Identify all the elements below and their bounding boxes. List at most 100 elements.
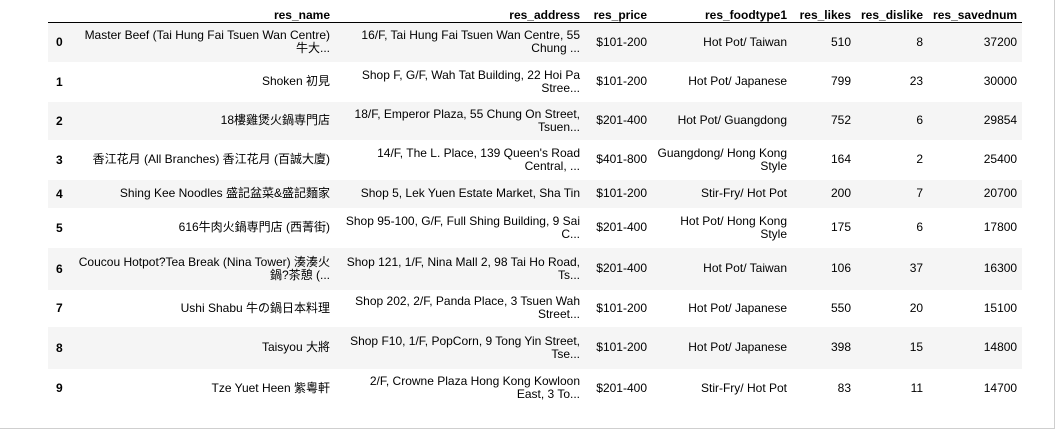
cell-res-price: $201-400 — [585, 208, 652, 248]
header-row: res_name res_address res_price res_foodtype… — [48, 0, 1023, 23]
cell-text: $201-400 — [596, 220, 647, 234]
cell-text: 37200 — [983, 34, 1018, 49]
table-header: res_name res_address res_price res_foodtype… — [48, 0, 1023, 23]
cell-text: Hot Pot/ Japanese — [688, 340, 787, 354]
cell-text: Guangdong/ Hong Kong Style — [657, 145, 787, 173]
cell-text: 23 — [909, 74, 924, 88]
cell-text: 18/F, Emperor Plaza, 55 Chung On Street,… — [354, 106, 580, 134]
cell-res-savednum: 15100 — [928, 290, 1022, 327]
cell-res-foodtype1: Guangdong/ Hong Kong Style — [652, 140, 792, 180]
cell-res-dislike: 6 — [856, 102, 928, 140]
cell-text: $101-200 — [596, 186, 647, 200]
cell-text: 14/F, The L. Place, 139 Queen's Road Cen… — [377, 145, 580, 173]
row-index: 0 — [56, 35, 63, 50]
cell-res-price: $101-200 — [585, 23, 652, 62]
cell-res-foodtype1: Hot Pot/ Taiwan — [652, 23, 792, 62]
column-header-res-foodtype1: res_foodtype1 — [652, 0, 792, 23]
cell-res-price: $101-200 — [585, 62, 652, 102]
cell-text: Stir-Fry/ Hot Pot — [700, 186, 787, 200]
row-index: 9 — [56, 381, 63, 395]
cell-res-address: Shop 5, Lek Yuen Estate Market, Sha Tin — [335, 180, 585, 208]
cell-res-dislike: 8 — [856, 23, 928, 62]
column-header-res-likes: res_likes — [792, 0, 856, 23]
column-header-res-address: res_address — [335, 0, 585, 23]
column-header-res-savednum: res_savednum — [928, 0, 1023, 23]
cell-res-foodtype1: Hot Pot/ Japanese — [652, 62, 792, 102]
cell-text: $201-400 — [596, 113, 647, 127]
cell-res-dislike: 7 — [856, 180, 928, 208]
cell-text: Hot Pot/ Hong Kong Style — [680, 213, 787, 241]
cell-res-savednum: 14800 — [928, 327, 1022, 369]
cell-res-likes: 106 — [792, 248, 856, 290]
cell-text: 550 — [830, 300, 851, 315]
row-index: 1 — [56, 74, 63, 89]
table-row: 5 616牛肉火鍋専門店 (西菁街) Shop 95-100, G/F, Full … — [48, 207, 1023, 248]
cell-text: $101-200 — [596, 34, 647, 49]
cell-text: 11 — [910, 380, 924, 395]
cell-text: Shop 202, 2/F, Panda Place, 3 Tsuen Wah … — [355, 294, 580, 321]
cell-res-savednum: 16300 — [928, 248, 1022, 290]
cell-res-savednum: 14700 — [928, 369, 1022, 408]
row-index: 6 — [56, 261, 63, 276]
cell-res-likes: 550 — [792, 290, 856, 327]
column-header-res-dislike: res_dislike — [856, 0, 929, 23]
cell-text: Hot Pot/ Guangdong — [677, 113, 787, 127]
cell-res-dislike: 11 — [856, 369, 928, 408]
cell-res-name: Taisyou 大將 — [70, 327, 335, 369]
cell-text: Shop F10, 1/F, PopCorn, 9 Tong Yin Stree… — [350, 333, 580, 361]
cell-res-name: Tze Yuet Heen 紫粵軒 — [70, 369, 335, 408]
cell-res-foodtype1: Hot Pot/ Guangdong — [652, 102, 792, 140]
dataframe-table: res_name res_address res_price res_foodtype… — [48, 0, 1023, 408]
cell-res-price: $101-200 — [585, 180, 652, 208]
cell-text: 16300 — [983, 261, 1018, 275]
cell-res-foodtype1: Stir-Fry/ Hot Pot — [652, 369, 792, 408]
cell-text: 29854 — [983, 113, 1018, 127]
cell-res-foodtype1: Hot Pot/ Taiwan — [652, 248, 792, 290]
cell-res-foodtype1: Stir-Fry/ Hot Pot — [652, 180, 792, 208]
cell-res-address: Shop 121, 1/F, Nina Mall 2, 98 Tai Ho Ro… — [335, 248, 585, 290]
row-index: 2 — [56, 113, 63, 128]
cell-res-foodtype1: Hot Pot/ Hong Kong Style — [652, 208, 792, 248]
cell-text: Hot Pot/ Japanese — [688, 74, 787, 88]
cell-text: $401-800 — [596, 152, 647, 166]
cell-text: $201-400 — [596, 261, 647, 275]
cell-text: Shop F, G/F, Wah Tat Building, 22 Hoi Pa… — [361, 67, 580, 95]
cell-text: $101-200 — [596, 340, 647, 354]
table-row: 9 Tze Yuet Heen 紫粵軒 2/F, Crowne Plaza Hong… — [48, 368, 1023, 408]
cell-res-savednum: 20700 — [928, 180, 1022, 208]
cell-text: Shop 95-100, G/F, Full Shing Building, 9… — [345, 213, 580, 241]
cell-res-savednum: 30000 — [928, 62, 1022, 102]
cell-res-foodtype1: Hot Pot/ Japanese — [652, 327, 792, 369]
cell-res-address: Shop F10, 1/F, PopCorn, 9 Tong Yin Stree… — [335, 327, 585, 369]
cell-res-dislike: 6 — [856, 208, 928, 248]
cell-text: 398 — [830, 340, 851, 354]
cell-res-savednum: 29854 — [928, 102, 1022, 140]
cell-text: 37 — [909, 261, 924, 275]
cell-res-price: $201-400 — [585, 248, 652, 290]
cell-res-address: 18/F, Emperor Plaza, 55 Chung On Street,… — [335, 102, 585, 140]
cell-text: $201-400 — [596, 380, 647, 395]
cell-text: Hot Pot/ Taiwan — [703, 261, 787, 275]
cell-text: 752 — [830, 113, 851, 127]
cell-res-address: 14/F, The L. Place, 139 Queen's Road Cen… — [335, 140, 585, 180]
cell-text: Shop 121, 1/F, Nina Mall 2, 98 Tai Ho Ro… — [346, 254, 580, 282]
table-row: 0 Master Beef (Tai Hung Fai Tsuen Wan Cen… — [48, 22, 1023, 62]
cell-res-likes: 799 — [792, 62, 856, 102]
cell-text: Shop 5, Lek Yuen Estate Market, Sha Tin — [360, 186, 580, 200]
row-index: 4 — [56, 186, 63, 201]
cell-text: 14700 — [983, 380, 1018, 395]
cell-text: 164 — [830, 152, 851, 166]
cell-text: 200 — [830, 186, 851, 200]
cell-text: 18樓雞煲火鍋専門店 — [220, 113, 330, 127]
cell-text: 6 — [916, 220, 924, 234]
cell-res-name: 616牛肉火鍋専門店 (西菁街) — [70, 208, 335, 248]
cell-text: 6 — [916, 113, 924, 127]
cell-res-address: Shop F, G/F, Wah Tat Building, 22 Hoi Pa… — [335, 62, 585, 102]
cell-text: 14800 — [983, 340, 1018, 354]
cell-res-price: $401-800 — [585, 140, 652, 180]
row-index: 8 — [56, 340, 63, 355]
cell-text: 15 — [909, 340, 924, 354]
cell-text: 16/F, Tai Hung Fai Tsuen Wan Centre, 55 … — [361, 28, 580, 56]
cell-res-name: 香江花月 (All Branches) 香江花月 (百誠大廈) — [70, 140, 335, 180]
